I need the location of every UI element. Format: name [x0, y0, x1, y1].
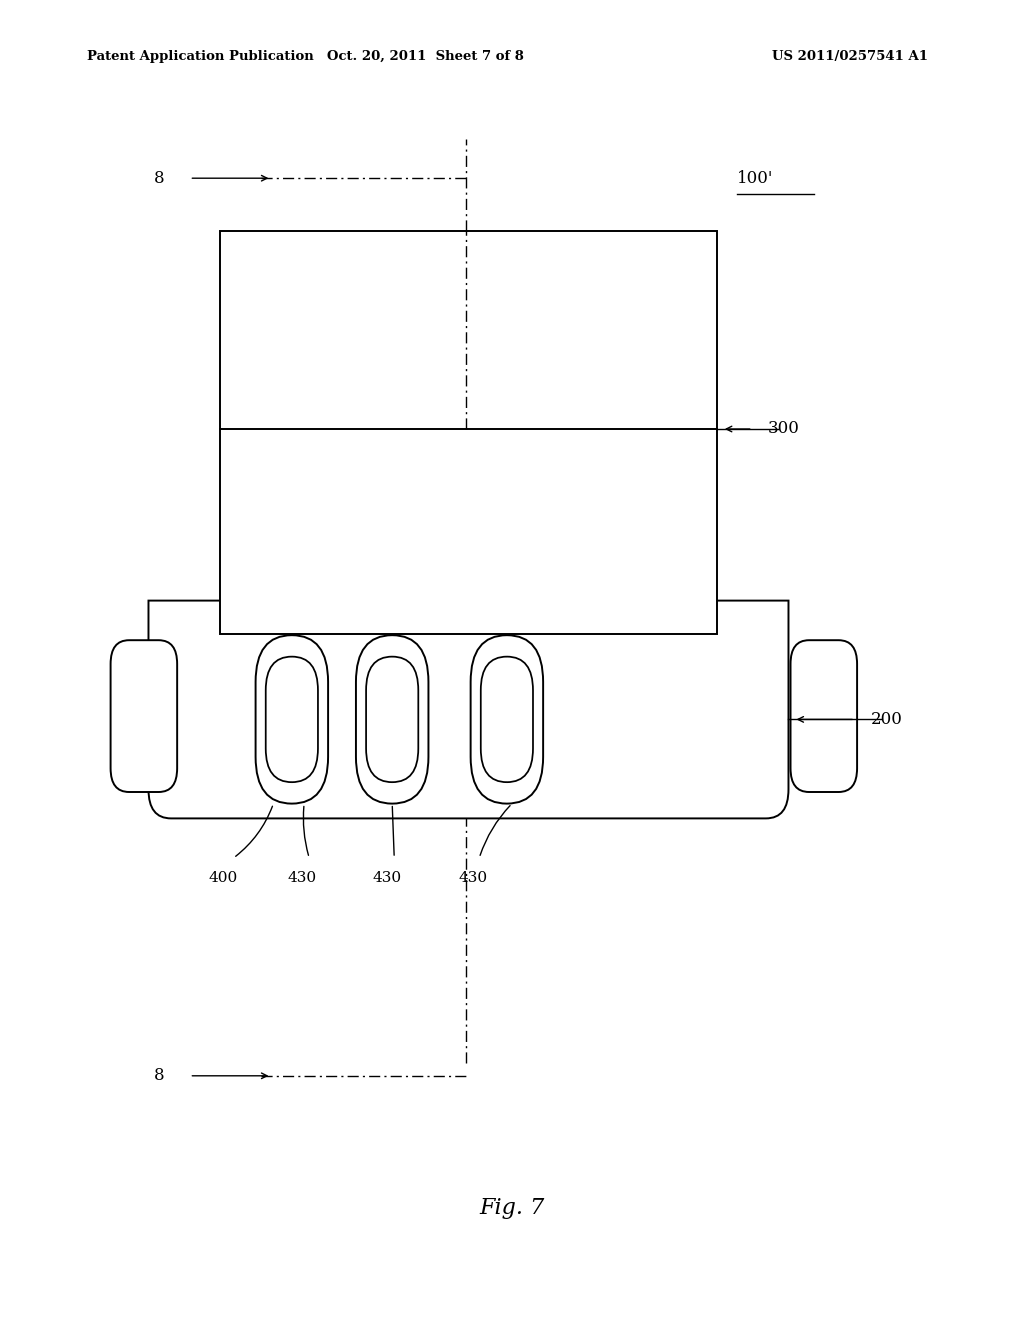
Text: 8: 8	[154, 1068, 164, 1084]
FancyBboxPatch shape	[481, 656, 532, 783]
FancyBboxPatch shape	[471, 635, 543, 804]
Text: 300: 300	[768, 421, 800, 437]
Text: 430: 430	[373, 871, 401, 884]
Text: 430: 430	[459, 871, 487, 884]
Text: Patent Application Publication: Patent Application Publication	[87, 50, 313, 63]
PathPatch shape	[148, 601, 788, 818]
Text: US 2011/0257541 A1: US 2011/0257541 A1	[772, 50, 928, 63]
Text: 200: 200	[870, 711, 902, 727]
Text: 8: 8	[154, 170, 164, 186]
FancyBboxPatch shape	[256, 635, 328, 804]
FancyBboxPatch shape	[356, 635, 428, 804]
Text: Fig. 7: Fig. 7	[479, 1197, 545, 1218]
FancyBboxPatch shape	[791, 640, 857, 792]
Text: 400: 400	[209, 871, 238, 884]
Text: 430: 430	[288, 871, 316, 884]
FancyBboxPatch shape	[265, 656, 317, 783]
FancyBboxPatch shape	[111, 640, 177, 792]
FancyBboxPatch shape	[367, 656, 418, 783]
Text: 100': 100'	[737, 170, 774, 186]
Bar	[220, 231, 717, 634]
Text: Oct. 20, 2011  Sheet 7 of 8: Oct. 20, 2011 Sheet 7 of 8	[327, 50, 523, 63]
